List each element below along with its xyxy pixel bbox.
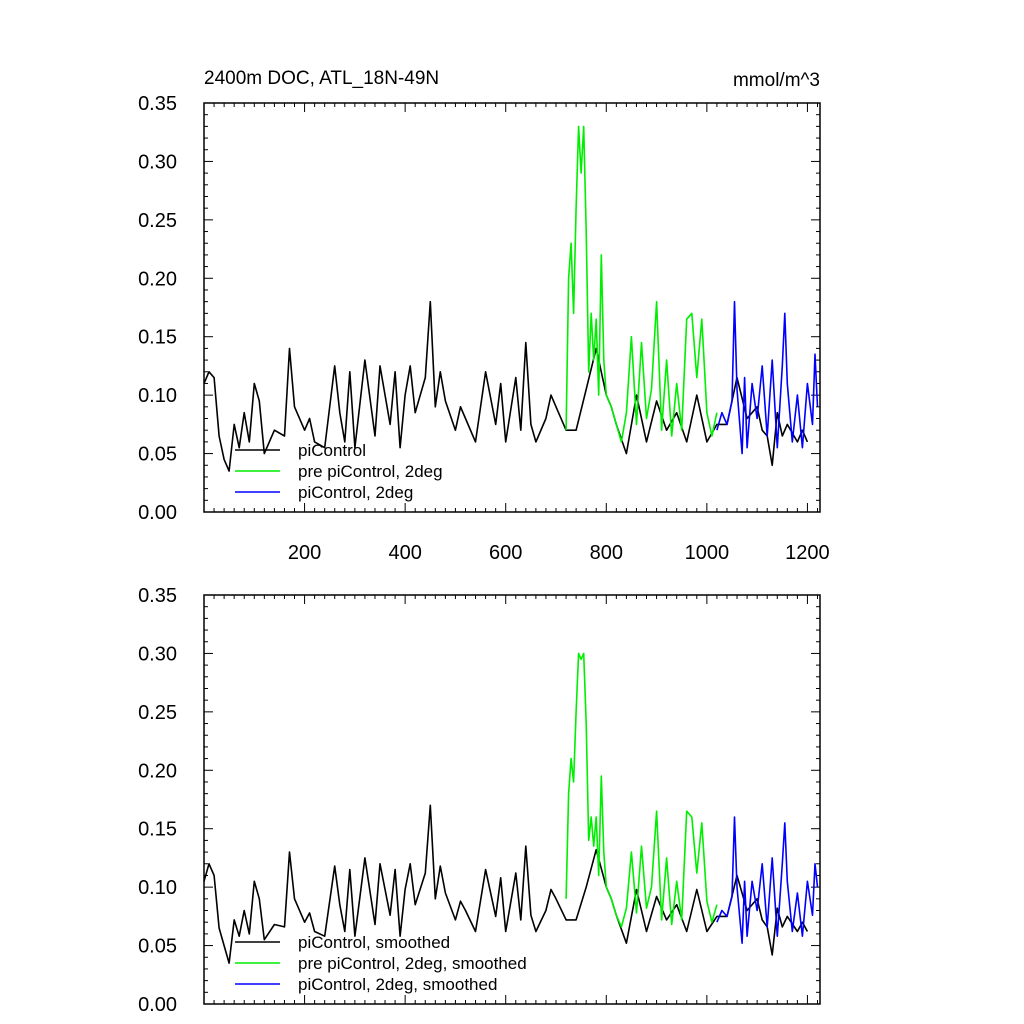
y-tick-label: 0.25 [138, 702, 177, 724]
y-tick-label: 0.10 [138, 877, 177, 899]
y-tick-label: 0.05 [138, 444, 177, 466]
tick-marks [203, 102, 820, 513]
legend: piControl, smoothed pre piControl, 2deg,… [235, 933, 527, 994]
series-line [716, 816, 819, 945]
y-tick-label: 0.25 [138, 210, 177, 232]
y-tick-label: 0.15 [138, 327, 177, 349]
y-tick-label: 0.30 [138, 643, 177, 665]
x-tick-label: 600 [489, 542, 522, 564]
series-line [203, 300, 809, 472]
y-tick-label: 0.30 [138, 151, 177, 173]
x-tick-label: 1000 [685, 542, 730, 564]
plot-frame [203, 594, 821, 1005]
series-line [565, 125, 718, 443]
legend-entry: pre piControl, 2deg, smoothed [235, 954, 527, 973]
x-tick-label: 800 [590, 542, 623, 564]
legend-label: piControl, 2deg, smoothed [298, 975, 497, 994]
series-lines [203, 125, 819, 472]
y-tick-label: 0.00 [138, 994, 177, 1016]
y-tick-label: 0.15 [138, 819, 177, 841]
top-panel: 2400m DOC, ATL_18N-49N mmol/m^3 0.00 0.0… [138, 68, 830, 564]
legend-entry: pre piControl, 2deg [235, 462, 443, 481]
series-lines [203, 652, 819, 964]
x-tick-label: 1200 [785, 542, 830, 564]
series-line [203, 804, 809, 964]
legend-label: pre piControl, 2deg [298, 462, 443, 481]
chart-title: 2400m DOC, ATL_18N-49N [204, 68, 439, 89]
y-tick-label: 0.10 [138, 385, 177, 407]
legend-label: piControl, smoothed [298, 933, 450, 952]
x-tick-label: 400 [388, 542, 421, 564]
units-label: mmol/m^3 [733, 70, 820, 91]
legend: piControl pre piControl, 2deg piControl,… [235, 441, 443, 502]
y-tick-label: 0.20 [138, 268, 177, 290]
y-tick-labels: 0.00 0.05 0.10 0.15 0.20 0.25 0.30 0.35 [138, 585, 177, 1016]
legend-label: pre piControl, 2deg, smoothed [298, 954, 527, 973]
tick-marks [203, 594, 820, 1005]
bottom-panel: 0.00 0.05 0.10 0.15 0.20 0.25 0.30 0.35 … [138, 585, 821, 1016]
x-tick-label: 200 [288, 542, 321, 564]
y-tick-label: 0.20 [138, 760, 177, 782]
series-line [565, 652, 718, 928]
legend-entry: piControl [235, 441, 366, 460]
y-tick-label: 0.00 [138, 502, 177, 524]
y-tick-labels: 0.00 0.05 0.10 0.15 0.20 0.25 0.30 0.35 [138, 93, 177, 524]
x-tick-labels: 200 400 600 800 1000 1200 [288, 542, 830, 564]
legend-entry: piControl, 2deg [235, 483, 413, 502]
y-tick-label: 0.05 [138, 936, 177, 958]
plot-frame [203, 102, 821, 513]
legend-entry: piControl, smoothed [235, 933, 450, 952]
legend-label: piControl [298, 441, 366, 460]
y-tick-label: 0.35 [138, 585, 177, 607]
legend-label: piControl, 2deg [298, 483, 413, 502]
y-tick-label: 0.35 [138, 93, 177, 115]
legend-entry: piControl, 2deg, smoothed [235, 975, 497, 994]
series-line [716, 300, 819, 455]
